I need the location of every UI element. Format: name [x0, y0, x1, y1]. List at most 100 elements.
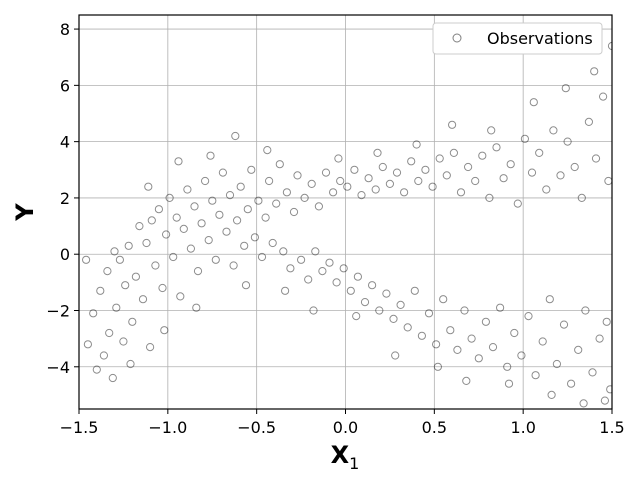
- observation-point: [254, 196, 263, 205]
- observation-point: [190, 202, 199, 211]
- observation-point: [364, 174, 373, 183]
- observation-point: [304, 275, 313, 284]
- observation-point: [135, 222, 144, 231]
- observation-point: [407, 157, 416, 166]
- observation-point: [146, 343, 155, 352]
- observation-point: [577, 193, 586, 202]
- y-tick-label: 6: [60, 76, 70, 95]
- observation-point: [318, 267, 327, 276]
- observation-point: [506, 160, 515, 169]
- observation-point: [176, 292, 185, 301]
- observation-point: [435, 154, 444, 163]
- legend-box: [432, 22, 603, 55]
- observation-point: [147, 216, 156, 225]
- observation-point: [103, 267, 112, 276]
- observation-point: [389, 314, 398, 323]
- x-tick-label: −0.5: [237, 418, 276, 437]
- x-tick-label: −1.0: [148, 418, 187, 437]
- observation-point: [591, 154, 601, 163]
- observation-point: [595, 334, 604, 343]
- observation-point: [556, 171, 565, 180]
- observation-point: [151, 261, 160, 270]
- observation-point: [131, 272, 140, 281]
- observation-point: [138, 295, 148, 304]
- observation-point: [464, 162, 473, 172]
- observation-point: [218, 168, 227, 177]
- observation-point: [144, 182, 153, 191]
- x-axis-ticks: −1.5 −1.0 −0.5 0.0 0.5 1.0 1.5: [60, 409, 625, 437]
- observation-point: [417, 331, 426, 340]
- observation-point: [311, 247, 320, 256]
- legend: Observations: [432, 22, 603, 55]
- observation-point: [531, 371, 540, 380]
- observation-point: [368, 281, 377, 290]
- observation-point: [492, 143, 501, 152]
- observation-point: [82, 255, 91, 264]
- observation-point: [428, 182, 437, 191]
- observation-point: [567, 379, 576, 388]
- observation-point: [297, 255, 306, 264]
- observation-point: [460, 306, 469, 315]
- observation-point: [504, 379, 514, 388]
- observation-point: [286, 264, 295, 273]
- observation-point: [604, 176, 612, 186]
- observation-point: [243, 205, 252, 214]
- observation-point: [570, 162, 579, 172]
- observation-point: [282, 188, 291, 197]
- observation-point: [481, 317, 490, 326]
- observation-point: [373, 148, 382, 157]
- observation-point: [520, 134, 530, 143]
- observation-point: [186, 244, 195, 253]
- observation-point: [272, 199, 281, 208]
- observation-point: [215, 210, 224, 219]
- observation-point: [329, 188, 338, 197]
- observation-point: [350, 165, 359, 174]
- observation-point: [105, 328, 114, 338]
- observation-point: [325, 258, 334, 267]
- observation-point: [300, 193, 309, 202]
- observation-point: [581, 306, 590, 315]
- observation-point: [115, 255, 125, 264]
- observation-point: [346, 286, 355, 295]
- observation-point: [600, 396, 610, 405]
- observation-point: [128, 317, 137, 326]
- observation-point: [371, 185, 380, 194]
- observation-point: [174, 157, 183, 166]
- observation-point: [360, 298, 370, 307]
- observation-point: [513, 199, 522, 208]
- x-tick-label: 0.0: [333, 418, 358, 437]
- observation-point: [179, 224, 188, 233]
- observation-point: [529, 98, 538, 107]
- observation-point: [400, 188, 409, 197]
- observation-point: [552, 359, 562, 369]
- observation-point: [204, 236, 213, 245]
- observation-point: [108, 373, 117, 383]
- observation-point: [192, 303, 201, 312]
- observation-point: [410, 286, 419, 295]
- observation-point: [517, 351, 526, 360]
- observation-point: [89, 309, 98, 318]
- observation-point: [165, 193, 174, 202]
- observation-point: [535, 148, 544, 157]
- observation-point: [96, 286, 105, 295]
- observation-point: [499, 174, 508, 183]
- observation-point: [83, 340, 93, 349]
- observation-point: [385, 179, 394, 188]
- y-tick-label: 4: [60, 133, 70, 152]
- observation-point: [208, 196, 217, 205]
- observation-point: [112, 303, 121, 312]
- observation-point: [110, 247, 119, 256]
- observation-point: [257, 252, 267, 262]
- observation-point: [510, 328, 519, 338]
- observation-point: [524, 312, 533, 321]
- observation-point: [446, 326, 455, 335]
- observation-point: [225, 191, 235, 200]
- observation-point: [392, 168, 402, 177]
- observation-point: [124, 241, 133, 250]
- observation-point: [121, 281, 130, 290]
- observation-point: [332, 278, 341, 287]
- observation-point: [314, 202, 323, 211]
- observation-point: [240, 241, 249, 250]
- observation-point: [92, 365, 101, 374]
